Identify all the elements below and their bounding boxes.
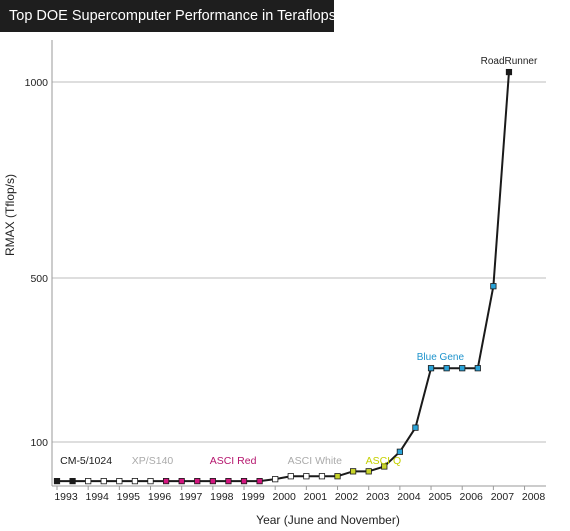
- y-tick-labels: 100 500 1000: [25, 77, 49, 449]
- x-tick-1996: 1996: [148, 491, 172, 503]
- x-tick-2000: 2000: [273, 491, 297, 503]
- data-point: [162, 478, 170, 485]
- peak-label-1: RoadRunner: [481, 56, 538, 67]
- data-point: [147, 478, 154, 485]
- performance-line: [57, 72, 510, 483]
- era-label-0: CM-5/1024: [60, 455, 112, 467]
- data-point: [69, 478, 76, 485]
- series-line: [57, 72, 510, 483]
- axes: [51, 40, 546, 487]
- data-point: [178, 478, 185, 485]
- x-tick-2006: 2006: [460, 491, 484, 503]
- data-point: [381, 463, 388, 470]
- x-axis-label: Year (June and November): [256, 513, 400, 527]
- chart-title: Top DOE Supercomputer Performance in Ter…: [0, 0, 336, 32]
- era-label-2: ASCI Red: [210, 455, 257, 467]
- data-point: [412, 424, 419, 431]
- x-tick-2004: 2004: [397, 491, 421, 503]
- x-tick-2007: 2007: [491, 491, 515, 503]
- data-point: [53, 478, 61, 485]
- era-label-1: XP/S140: [132, 455, 174, 467]
- era-labels: CM-5/1024 XP/S140 ASCI Red ASCI White ASCI Q: [60, 455, 401, 467]
- x-tick-2005: 2005: [428, 491, 452, 503]
- x-tick-labels: 1993 1994 1995 1996 1997 1998 1999 2000 2001 2002…: [54, 486, 545, 503]
- data-point: [209, 478, 216, 485]
- peak-label-0: Blue Gene: [417, 352, 465, 363]
- x-tick-1997: 1997: [179, 491, 203, 503]
- data-point: [287, 473, 294, 480]
- data-points: [53, 68, 513, 485]
- data-point: [334, 473, 341, 480]
- data-point: [256, 478, 263, 485]
- y-tick-500: 500: [30, 273, 48, 285]
- y-tick-1000: 1000: [25, 77, 49, 89]
- data-point: [225, 478, 232, 485]
- x-tick-1993: 1993: [54, 491, 78, 503]
- data-point: [318, 473, 326, 480]
- x-tick-1994: 1994: [85, 491, 109, 503]
- data-point: [272, 476, 279, 483]
- x-tick-1998: 1998: [210, 491, 234, 503]
- x-tick-2003: 2003: [366, 491, 390, 503]
- x-tick-2001: 2001: [304, 491, 328, 503]
- era-label-4: ASCI Q: [366, 455, 402, 467]
- y-axis-label: RMAX (Tflop/s): [3, 174, 17, 256]
- data-point: [490, 283, 497, 290]
- data-point: [459, 365, 466, 372]
- data-point: [100, 478, 107, 485]
- data-point: [365, 468, 372, 475]
- era-label-3: ASCI White: [288, 455, 342, 467]
- data-point: [194, 478, 201, 485]
- peak-labels: Blue Gene RoadRunner: [417, 56, 538, 363]
- data-point: [396, 448, 403, 455]
- y-tick-100: 100: [30, 437, 48, 449]
- data-point: [350, 468, 357, 475]
- x-tick-1995: 1995: [117, 491, 141, 503]
- data-point: [443, 365, 450, 372]
- x-tick-2008: 2008: [522, 491, 546, 503]
- gridlines: [52, 81, 546, 443]
- data-point: [427, 365, 435, 372]
- x-tick-1999: 1999: [241, 491, 265, 503]
- data-point: [116, 478, 123, 485]
- data-point: [240, 478, 248, 485]
- data-point: [131, 478, 139, 485]
- data-point: [474, 365, 481, 372]
- data-point: [85, 478, 92, 485]
- data-point: [303, 473, 310, 480]
- x-tick-2002: 2002: [335, 491, 359, 503]
- data-point: [505, 68, 513, 76]
